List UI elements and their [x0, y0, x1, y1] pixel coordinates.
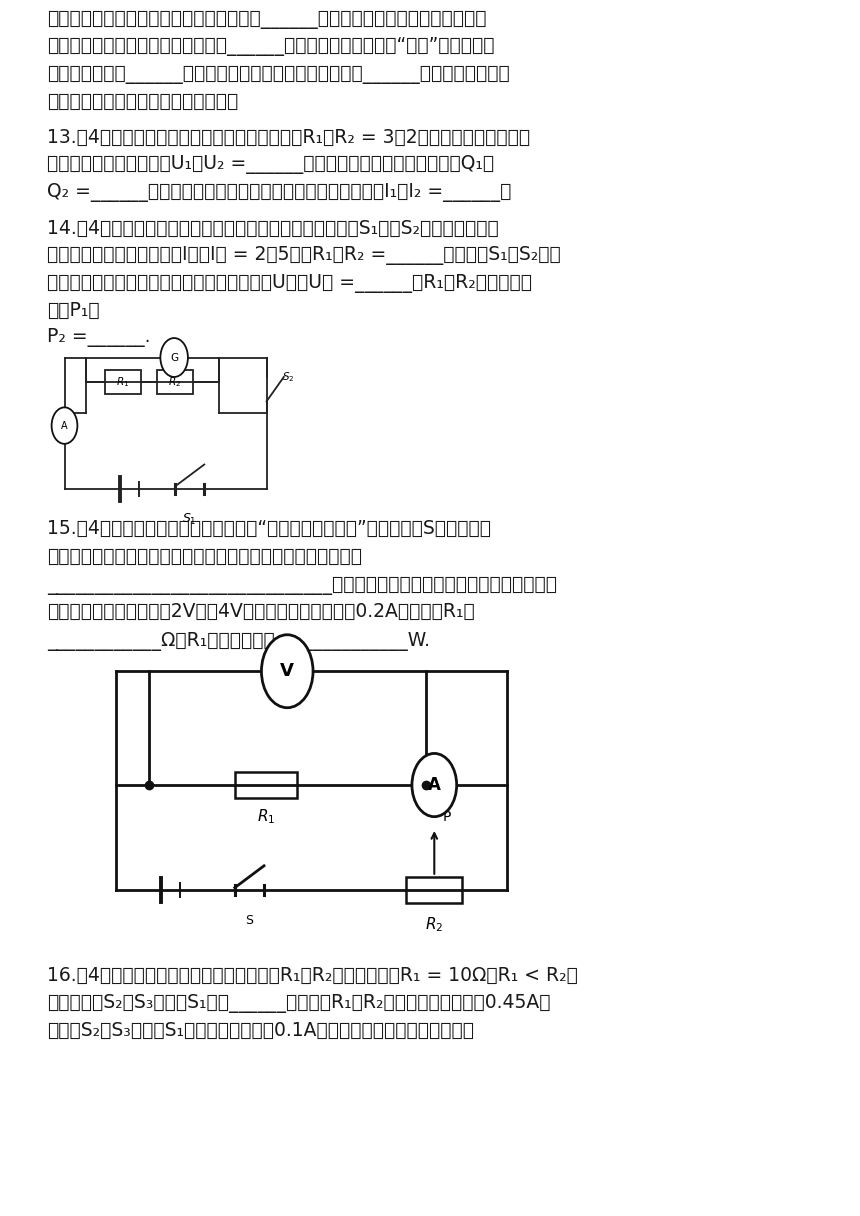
Circle shape [52, 407, 77, 444]
Text: 当断开S₂、S₃，闭合S₁时，电流表示数为0.1A。由以上数据可得，电源电压为: 当断开S₂、S₃，闭合S₁时，电流表示数为0.1A。由以上数据可得，电源电压为 [47, 1020, 475, 1040]
Text: 比为P₁：: 比为P₁： [47, 300, 100, 320]
Circle shape [261, 635, 313, 708]
Text: 可能是电路发生______故障，也可能是电路中接入用电器的______过大，一定要在找: 可能是电路发生______故障，也可能是电路中接入用电器的______过大，一定… [47, 64, 510, 84]
Bar [235, 772, 297, 799]
Text: 合，甲、乙两表为电压表时，两表的示数之比U甲：U乙 =______，R₁、R₂的电功率之: 合，甲、乙两表为电压表时，两表的示数之比U甲：U乙 =______，R₁、R₂的… [47, 274, 532, 293]
Text: Q₂ =______；若将它们并联在电路中，通过它们的电流之比I₁：I₂ =______。: Q₂ =______；若将它们并联在电路中，通过它们的电流之比I₁：I₂ =__… [47, 182, 512, 202]
Text: $S_1$: $S_1$ [182, 512, 197, 527]
Text: 安全値，若发现有人触电，必须首先______；家里的空气开关突然“跳闸”了，其原因: 安全値，若发现有人触电，必须首先______；家里的空气开关突然“跳闸”了，其原… [47, 36, 494, 56]
Circle shape [412, 754, 457, 817]
Text: 13.（4分）两个电加热器的电热丝的电阵之比为R₁：R₂ = 3：2，若将它们串联在电路: 13.（4分）两个电加热器的电热丝的电阵之比为R₁：R₂ = 3：2，若将它们串… [47, 128, 531, 147]
Text: 的过程中，电压表示数从2V变到4V，电流表的示数变化了0.2A，则电阵R₁为: 的过程中，电压表示数从2V变到4V，电流表的示数变化了0.2A，则电阵R₁为 [47, 602, 475, 621]
Bar [407, 877, 463, 903]
Text: 15.（4分）小华用如图所示的电路探究“电流与电阵的关系”，闭合开关S时，发现电: 15.（4分）小华用如图所示的电路探究“电流与电阵的关系”，闭合开关S时，发现电 [47, 518, 491, 537]
Text: $R_1$: $R_1$ [116, 375, 130, 389]
Text: 出原因并解决问题之后重新闭合开关。: 出原因并解决问题之后重新闭合开关。 [47, 91, 238, 111]
Text: V: V [280, 663, 294, 680]
Text: $S_2$: $S_2$ [282, 371, 294, 384]
Text: $R_2$: $R_2$ [425, 914, 444, 934]
Text: 中，它们两端的电压之比U₁：U₂ =______，在相同时间里产生的热量之比Q₁：: 中，它们两端的电压之比U₁：U₂ =______，在相同时间里产生的热量之比Q₁… [47, 154, 494, 174]
Text: P₂ =______.: P₂ =______. [47, 327, 150, 347]
Text: 电流表时，两表示数之比是I甲：I乙 = 2：5，则R₁：R₂ =______；当开关S₁、S₂，闭: 电流表时，两表示数之比是I甲：I乙 = 2：5，则R₁：R₂ =______；当… [47, 246, 561, 265]
Text: S: S [245, 914, 254, 927]
Text: 孔插座，这样做的目的是为了让金属外壳与______相连；家庭电路的电压値远远超过: 孔插座，这样做的目的是为了让金属外壳与______相连；家庭电路的电压値远远超过 [47, 10, 487, 29]
Text: ____________Ω；R₁变化的功率为______________W.: ____________Ω；R₁变化的功率为______________W. [47, 631, 430, 651]
Text: 当闭合开关S₂、S₃，开关S₁处于______状态时，R₁、R₂并联，电流表示数为0.45A；: 当闭合开关S₂、S₃，开关S₁处于______状态时，R₁、R₂并联，电流表示数… [47, 993, 550, 1013]
Text: $R_2$: $R_2$ [168, 375, 181, 389]
Text: A: A [61, 421, 68, 430]
Text: G: G [170, 353, 178, 362]
Text: $R_1$: $R_1$ [256, 807, 275, 826]
Bar [105, 370, 141, 394]
Text: P: P [443, 810, 452, 824]
Text: 14.（4分）在图所示的电路中，电源电压保持不变，当开关S₁闭合S₂断开，甲、乙为: 14.（4分）在图所示的电路中，电源电压保持不变，当开关S₁闭合S₂断开，甲、乙… [47, 219, 499, 238]
Text: 压表有示数，但电流表无示数，请你帮他分析电路，故障可能是: 压表有示数，但电流表无示数，请你帮他分析电路，故障可能是 [47, 546, 362, 565]
Text: A: A [428, 776, 440, 794]
Text: 16.（4分）如图所示，电源电压恒定不变，R₁、R₂为定値电阵，R₁ = 10Ω，R₁ < R₂。: 16.（4分）如图所示，电源电压恒定不变，R₁、R₂为定値电阵，R₁ = 10Ω… [47, 966, 578, 985]
Bar [157, 370, 193, 394]
Circle shape [161, 338, 187, 377]
Text: ______________________________；排除故障后，他发现在移动滑动变阵器滑片: ______________________________；排除故障后，他发现… [47, 575, 557, 595]
